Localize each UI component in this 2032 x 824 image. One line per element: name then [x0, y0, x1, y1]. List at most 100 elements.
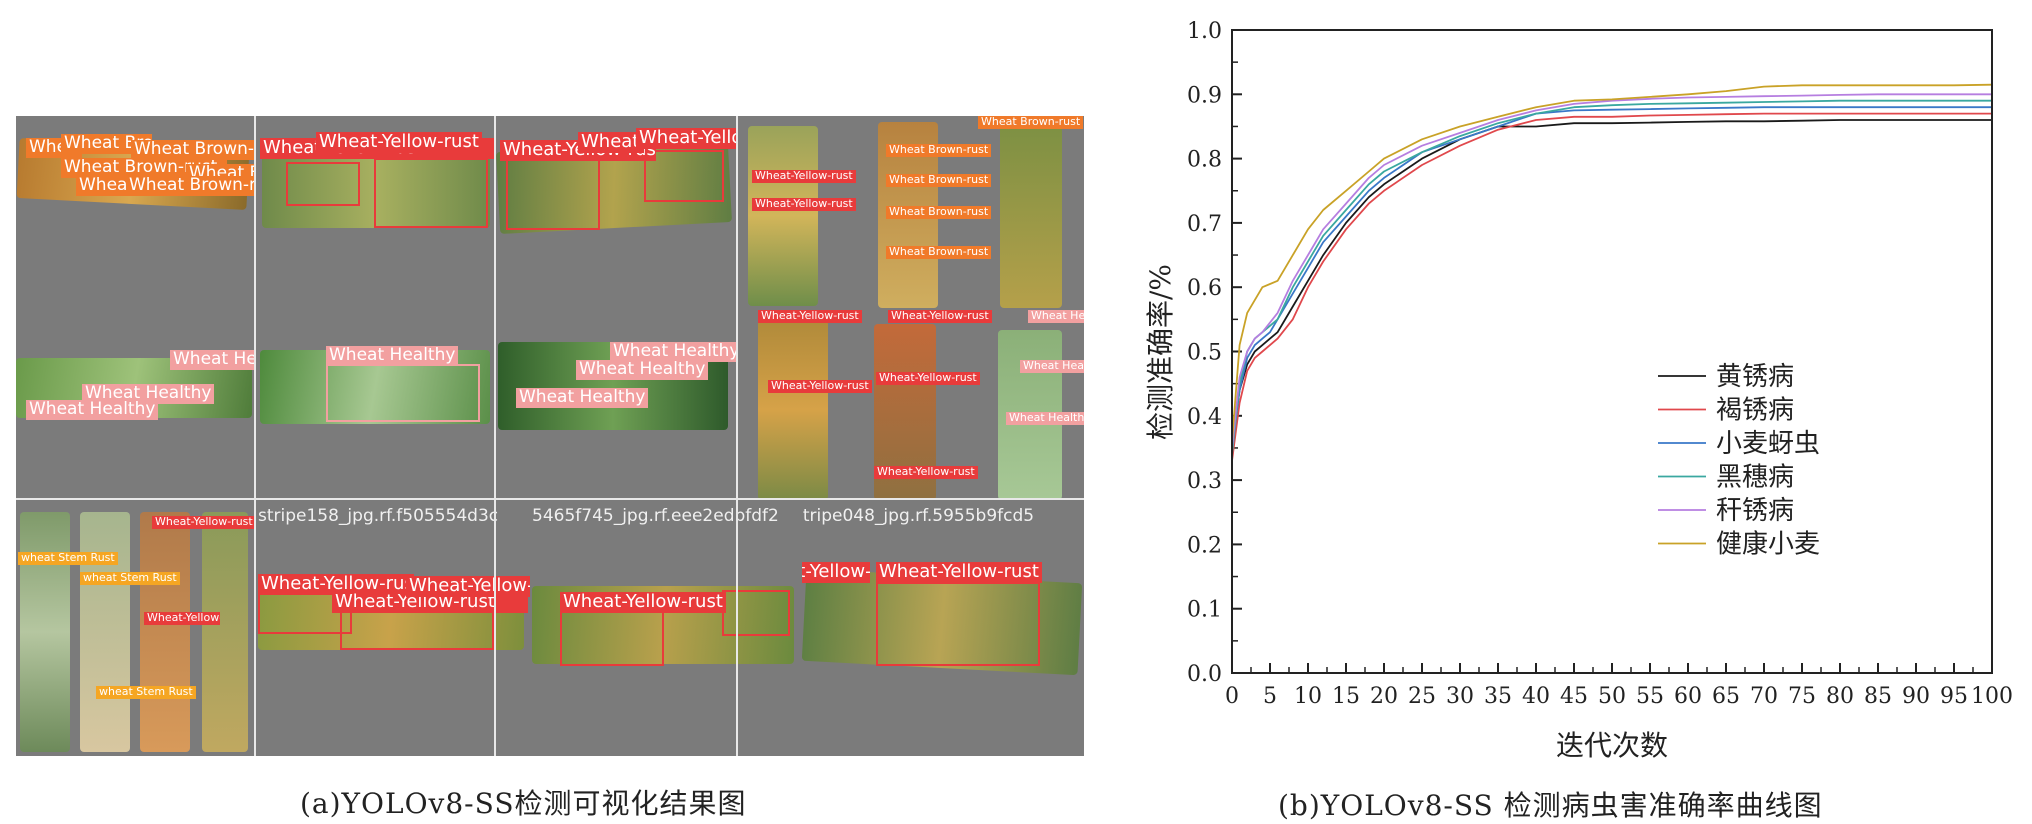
detection-label: Wheat Brown-rust — [131, 139, 256, 160]
y-tick-label: 0.7 — [1187, 212, 1222, 237]
x-tick-label: 30 — [1446, 684, 1474, 709]
bounding-box — [644, 150, 724, 202]
tile-yellow-rust-4: 5465f745_jpg.rf.eee2edbfdf2 Wheat-Yellow… — [530, 500, 802, 756]
detection-label: Wheat-Yellow-rust — [768, 379, 872, 393]
leaf-image — [20, 512, 70, 752]
detection-label: Wheat Healthy — [516, 387, 649, 408]
y-tick-label: 0.8 — [1187, 148, 1222, 173]
leaf-image — [1000, 122, 1062, 308]
detection-label: Wheat Brown-rust — [886, 173, 992, 187]
detection-label: Wheat-Yellow-rust — [802, 562, 870, 583]
series-line-2 — [1231, 112, 1992, 461]
detection-label: Wheat-Yellow-rust — [874, 465, 978, 479]
y-tick-label: 0.2 — [1187, 533, 1222, 558]
x-tick-label: 70 — [1750, 684, 1778, 709]
tile-yellow-rust-1: Wheat-Yellow-rust Wheat-Yellow-rust — [256, 116, 496, 306]
bounding-box — [374, 158, 488, 228]
detection-label: Wheat-Yellow-rust — [876, 371, 980, 385]
detection-label: Wheat-Yellow-rust — [752, 197, 856, 211]
leaf-image — [140, 512, 190, 752]
x-tick-label: 60 — [1674, 684, 1702, 709]
x-tick-label: 75 — [1788, 684, 1816, 709]
file-name: stripe158_jpg.rf.f505554d3c — [258, 506, 499, 526]
x-tick-label: 15 — [1332, 684, 1360, 709]
detection-label: Wheat-Yellow-rust — [876, 561, 1042, 583]
detection-label: Wheat Brown-rust — [978, 116, 1084, 129]
accuracy-chart: 0 5 10 15 20 25 30 35 40 45 50 55 60 65 70 75 80 85 90 95 10… — [1144, 19, 2013, 762]
x-tick-label: 25 — [1408, 684, 1436, 709]
bounding-box — [722, 590, 790, 636]
detection-label: Wheat Healthy — [26, 399, 159, 420]
x-tick-label: 35 — [1484, 684, 1512, 709]
legend-label: 小麦蚜虫 — [1716, 429, 1820, 459]
x-tick-label: 55 — [1636, 684, 1664, 709]
detection-label: Wheat Healthy — [82, 383, 215, 404]
detection-label: Wheat Healthy — [1006, 411, 1084, 425]
detection-label: Wheat Healthy — [1020, 359, 1084, 373]
y-tick-label: 0.4 — [1187, 405, 1222, 430]
detection-label: Wheat-Yellow-rust — [406, 576, 530, 597]
leaf-image — [748, 126, 818, 306]
detection-label: Wheat-Yellow-rust — [578, 132, 644, 153]
y-axis-label: 检测准确率/% — [1144, 264, 1177, 440]
detection-label: Wheat Healthy — [326, 345, 459, 366]
legend-label: 黄锈病 — [1716, 362, 1794, 392]
tile-yellow-rust-5: stripe048_jpg.rf.5955b9fcd5 Wheat-Yellow… — [802, 500, 1084, 756]
leaf-image — [262, 156, 490, 228]
x-tick-label: 90 — [1902, 684, 1930, 709]
legend-label: 健康小麦 — [1716, 530, 1820, 560]
y-tick-label: 0.3 — [1187, 469, 1222, 494]
detection-label: Wheat-Yellow-rust — [316, 131, 482, 153]
detection-label: Wheat Brown-rust — [886, 143, 992, 157]
tile-group-narrow-top: Wheat-Yellow-rust Wheat-Yellow-rust Whea… — [738, 116, 1084, 308]
x-axis-label: 迭代次数 — [1556, 729, 1668, 762]
tile-yellow-rust-2: Wheat-Yellow-rust Wheat-Yellow-rust Whea… — [496, 116, 736, 306]
x-tick-label: 5 — [1263, 684, 1277, 709]
detection-label: Wheat-Yellow-rust — [758, 310, 862, 323]
detection-label: wheat Stem Rust — [18, 551, 118, 565]
detection-label: wheat Stem Rust — [96, 685, 196, 699]
detection-label: Wheat-Yellow-rust — [144, 612, 220, 625]
detection-label: Wheat Healthy — [1028, 310, 1084, 323]
detection-label: Wheat Brown-rust — [126, 175, 256, 196]
detection-label: wheat Stem Rust — [80, 571, 180, 585]
y-tick-label: 0.0 — [1187, 662, 1222, 687]
bounding-box — [326, 364, 480, 422]
legend-label: 褐锈病 — [1716, 396, 1794, 426]
detection-label: Wheat-Yellow-rust — [560, 591, 726, 613]
y-tick-label: 0.5 — [1187, 341, 1222, 366]
x-tick-label: 40 — [1522, 684, 1550, 709]
detection-label: Wheat-Yellow-rust — [258, 574, 414, 595]
series-line-4 — [1231, 99, 1992, 455]
x-tick-label: 50 — [1598, 684, 1626, 709]
detection-mosaic: Wheat Brown-rust Wheat Brown-rust Wheat … — [16, 116, 1084, 756]
x-tick-label: 65 — [1712, 684, 1740, 709]
legend-label: 秆锈病 — [1716, 496, 1794, 526]
y-tick-label: 0.1 — [1187, 598, 1222, 623]
x-tick-label: 45 — [1560, 684, 1588, 709]
tile-divider — [494, 116, 496, 756]
x-tick-label: 0 — [1225, 684, 1239, 709]
file-name: stripe048_jpg.rf.5955b9fcd5 — [802, 506, 1035, 526]
x-tick-label: 20 — [1370, 684, 1398, 709]
tile-divider — [254, 116, 256, 756]
x-tick-label: 95 — [1940, 684, 1968, 709]
y-tick-label: 0.9 — [1187, 83, 1222, 108]
detection-label: Wheat Healthy — [610, 341, 736, 362]
detection-label: Wheat-Yellow-rust — [752, 169, 856, 183]
caption-left: (a)YOLOv8-SS检测可视化结果图 — [300, 787, 747, 820]
plot-frame — [1231, 29, 1993, 674]
leaf-image — [202, 512, 248, 752]
series-line-6 — [1231, 83, 1993, 442]
detection-label: Wheat Brown-rust — [886, 245, 992, 259]
detection-label: Wheat Healthy — [170, 349, 256, 370]
detection-label: Wheat Brown-rust — [61, 158, 227, 178]
bounding-box — [876, 582, 1040, 666]
tile-healthy-3: Wheat Healthy Wheat Healthy Wheat Health… — [496, 308, 736, 498]
y-tick-label: 1.0 — [1187, 19, 1222, 44]
x-tick-label: 80 — [1826, 684, 1854, 709]
tile-healthy-1: Wheat Healthy Wheat Healthy Wheat Health… — [16, 308, 256, 498]
bounding-box — [286, 162, 360, 206]
tile-healthy-2: Wheat Healthy — [256, 308, 496, 498]
tile-divider — [16, 498, 1084, 500]
